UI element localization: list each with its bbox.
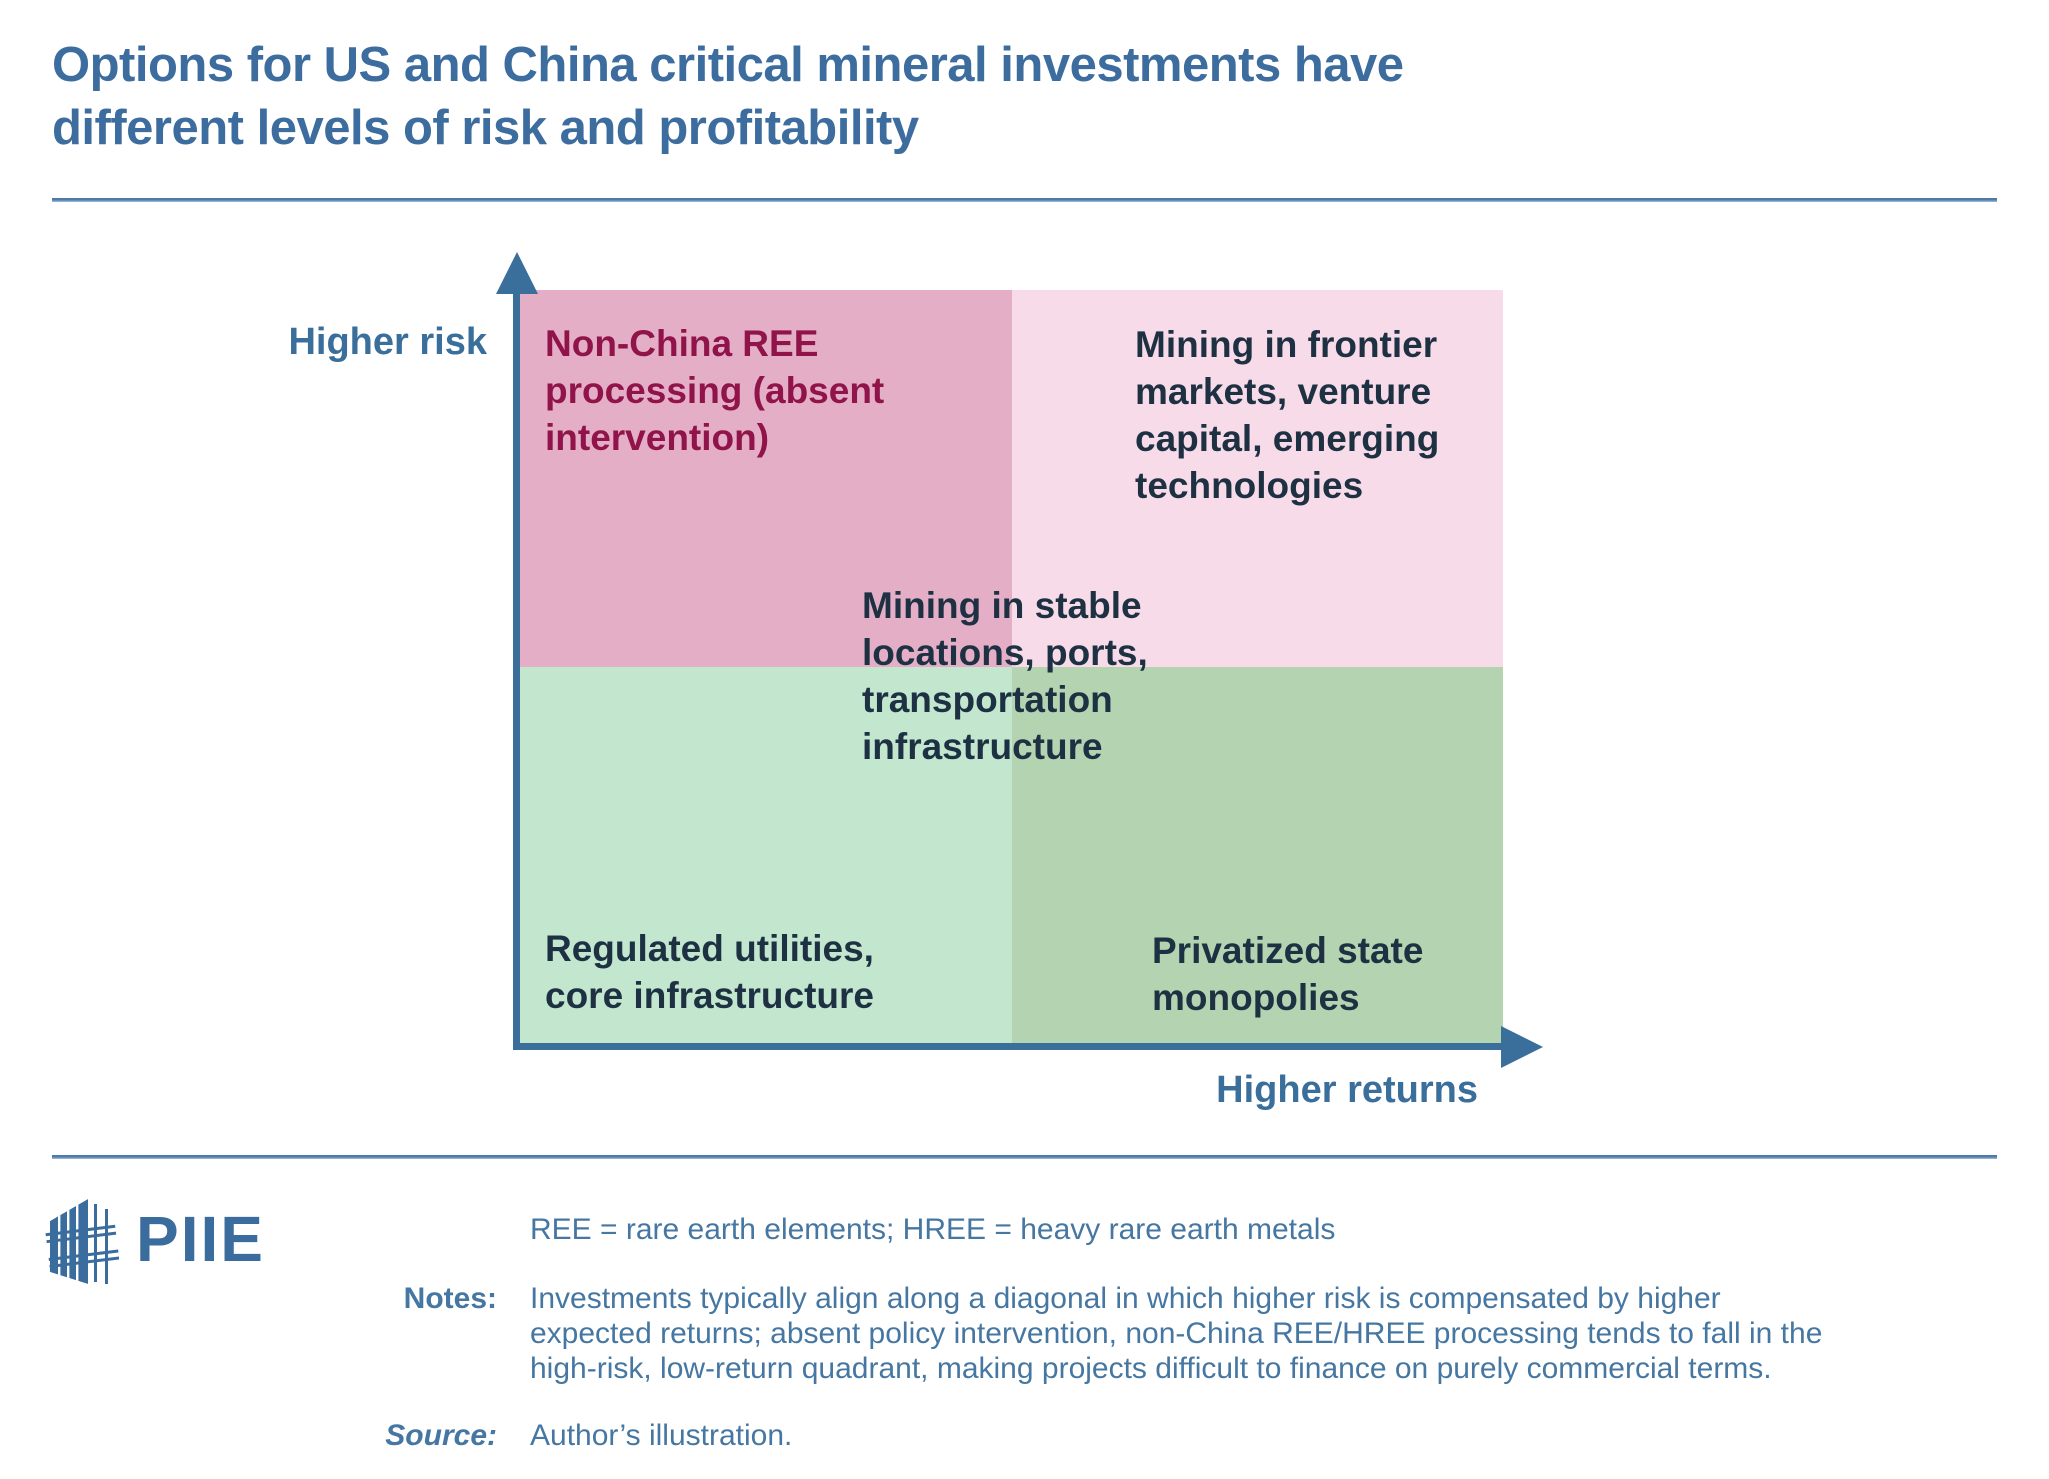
notes-text: Investments typically align along a diag… [530,1282,1823,1385]
x-axis-line [513,1043,1503,1050]
footer-divider [52,1155,1997,1159]
label-regulated-utilities: Regulated utilities, core infrastructure [545,928,874,1016]
quadrant-matrix [520,290,1503,1043]
x-axis-label: Higher returns [1216,1069,1478,1111]
y-axis-label: Higher risk [288,321,487,363]
label-non-china-ree-processing: Non-China REE processing (absent interve… [545,323,885,458]
source-text: Author’s illustration. [530,1419,793,1452]
label-frontier-markets: Mining in frontier markets, venture capi… [1135,324,1440,506]
source-label: Source: [385,1419,497,1452]
y-axis-arrow-icon [496,252,538,294]
abbreviation-note: REE = rare earth elements; HREE = heavy … [530,1213,1336,1246]
piie-building-icon [45,1199,119,1284]
label-privatized-monopolies: Privatized state monopolies [1152,930,1424,1018]
y-axis-line [513,268,520,1050]
quadrant-high-risk-low-return [520,290,1012,667]
title-divider [52,198,1997,202]
label-stable-mining-center: Mining in stable locations, ports, trans… [862,585,1148,767]
piie-logo-wordmark: PIIE [136,1203,265,1275]
page-title: Options for US and China critical minera… [52,38,1404,155]
quadrant-high-risk-high-return [1011,290,1503,667]
quadrant-low-risk-low-return [520,666,1012,1043]
quadrant-low-risk-high-return [1011,666,1503,1043]
x-axis-arrow-icon [1501,1026,1543,1068]
notes-label: Notes: [403,1282,497,1315]
